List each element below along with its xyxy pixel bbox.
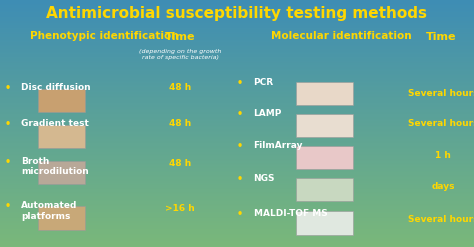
Text: Broth
microdilution: Broth microdilution <box>21 157 89 176</box>
Bar <box>296 146 353 169</box>
Text: LAMP: LAMP <box>254 109 282 118</box>
Text: •: • <box>237 109 243 119</box>
Text: •: • <box>237 141 243 151</box>
Bar <box>38 89 85 112</box>
Bar <box>38 161 85 184</box>
Text: 48 h: 48 h <box>169 119 191 127</box>
Text: days: days <box>431 182 455 190</box>
Bar <box>38 206 85 230</box>
Text: FilmArray: FilmArray <box>254 141 303 150</box>
Bar <box>296 211 353 235</box>
Text: NGS: NGS <box>254 174 275 183</box>
Text: Several hours: Several hours <box>408 119 474 127</box>
Text: Time: Time <box>165 32 195 42</box>
Text: •: • <box>237 78 243 88</box>
Bar <box>296 114 353 137</box>
Text: >16 h: >16 h <box>165 204 195 213</box>
Text: Time: Time <box>426 32 456 42</box>
Text: 48 h: 48 h <box>169 159 191 168</box>
Text: Molecular identification: Molecular identification <box>271 31 411 41</box>
Text: •: • <box>5 119 11 128</box>
Bar <box>296 178 353 201</box>
Text: Gradient test: Gradient test <box>21 119 89 127</box>
Text: •: • <box>5 201 11 211</box>
Text: •: • <box>5 157 11 167</box>
Text: •: • <box>237 209 243 219</box>
Text: MALDI-TOF MS: MALDI-TOF MS <box>254 209 328 218</box>
Text: Several hours: Several hours <box>408 89 474 98</box>
Text: Phenotypic identification: Phenotypic identification <box>30 31 179 41</box>
Text: 1 h: 1 h <box>435 151 451 160</box>
Text: Several hours: Several hours <box>408 215 474 224</box>
Text: Disc diffusion: Disc diffusion <box>21 83 91 92</box>
Text: Antimicrobial susceptibility testing methods: Antimicrobial susceptibility testing met… <box>46 6 428 21</box>
Text: Automated
platforms: Automated platforms <box>21 201 78 221</box>
Text: •: • <box>5 83 11 93</box>
Bar <box>296 82 353 105</box>
Text: (depending on the growth
rate of specific bacteria): (depending on the growth rate of specifi… <box>139 49 221 60</box>
Bar <box>38 125 85 148</box>
Text: •: • <box>237 174 243 184</box>
Text: 48 h: 48 h <box>169 83 191 92</box>
Text: PCR: PCR <box>254 78 273 87</box>
